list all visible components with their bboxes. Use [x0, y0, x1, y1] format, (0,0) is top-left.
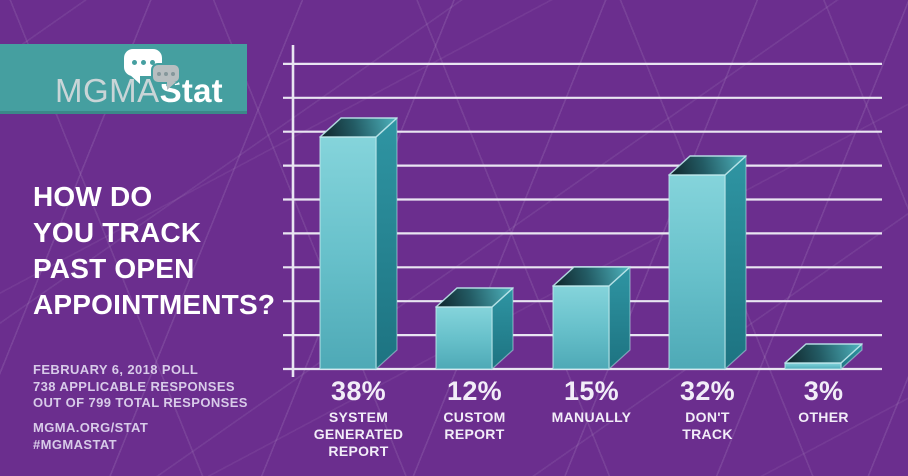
bar-category-label: CUSTOM REPORT: [443, 409, 506, 442]
bar-category-label: DON'T TRACK: [682, 409, 733, 442]
bar-4: [668, 154, 747, 371]
bar-value-label: 12%: [447, 376, 502, 406]
poll-question-title: HOW DO YOU TRACK PAST OPEN APPOINTMENTS?: [33, 181, 276, 320]
bubble-dot: [164, 71, 168, 76]
bar-label-4: 32% DON'T TRACK: [646, 377, 770, 443]
wordmark-mgma: MGMA: [55, 72, 160, 109]
bar-2: [435, 286, 514, 371]
poll-meta-text: FEBRUARY 6, 2018 POLL 738 APPLICABLE RES…: [33, 362, 248, 410]
bubble-dot: [149, 60, 155, 65]
bubble-dot: [140, 60, 146, 65]
bar-category-label: SYSTEM GENERATED REPORT: [313, 409, 404, 459]
bar-value-label: 3%: [803, 376, 844, 406]
bar-label-5: 3% OTHER: [762, 377, 886, 426]
bubble-dot: [131, 60, 137, 65]
bar-label-2: 12% CUSTOM REPORT: [413, 377, 537, 443]
bar-category-label: OTHER: [798, 409, 849, 425]
bar-1: [319, 116, 398, 371]
chat-bubble-small-icon: [151, 63, 181, 90]
bubble-dot: [171, 71, 175, 76]
bar-label-3: 15% MANUALLY: [530, 377, 654, 426]
mgma-stat-banner: MGMAStat: [0, 44, 247, 114]
bubble-dot: [157, 71, 161, 76]
bar-5: [784, 342, 863, 371]
bar-category-label: MANUALLY: [551, 409, 632, 425]
chat-bubble-large-icon: [124, 49, 162, 84]
bar-3: [552, 265, 631, 371]
bar-chart-3d: [283, 45, 882, 377]
poll-links-text: MGMA.ORG/STAT #MGMASTAT: [33, 420, 149, 452]
mgma-stat-wordmark: MGMAStat: [55, 74, 223, 107]
bar-label-1: 38% SYSTEM GENERATED REPORT: [297, 377, 421, 460]
bar-value-label: 38%: [331, 376, 386, 406]
bar-value-label: 15%: [564, 376, 619, 406]
bar-value-label: 32%: [680, 376, 735, 406]
